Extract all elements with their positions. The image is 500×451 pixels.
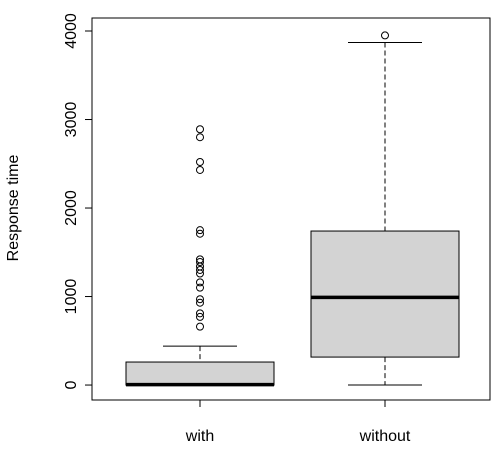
- outlier: [196, 283, 204, 292]
- y-tick-label: 0: [63, 380, 80, 389]
- outlier: [196, 269, 204, 278]
- box: [310, 230, 460, 358]
- y-axis-label: Response time: [5, 155, 22, 262]
- y-tick-label: 1000: [63, 279, 80, 315]
- x-tick-label: with: [185, 428, 214, 445]
- box: [125, 361, 275, 386]
- outlier: [196, 229, 204, 238]
- y-tick-label: 4000: [63, 13, 80, 49]
- y-tick-label: 2000: [63, 190, 80, 226]
- outlier: [196, 158, 204, 167]
- outlier: [196, 298, 204, 307]
- outlier: [196, 125, 204, 134]
- outlier: [196, 226, 204, 235]
- outlier: [196, 265, 204, 274]
- outlier: [196, 278, 204, 287]
- outlier: [196, 258, 204, 267]
- outlier: [196, 309, 204, 318]
- outlier: [381, 31, 389, 40]
- outlier: [196, 322, 204, 331]
- x-tick-label: without: [359, 428, 411, 445]
- y-tick-label: 3000: [63, 102, 80, 138]
- outlier: [196, 165, 204, 174]
- outlier: [196, 312, 204, 321]
- outlier: [196, 295, 204, 304]
- outlier: [196, 133, 204, 142]
